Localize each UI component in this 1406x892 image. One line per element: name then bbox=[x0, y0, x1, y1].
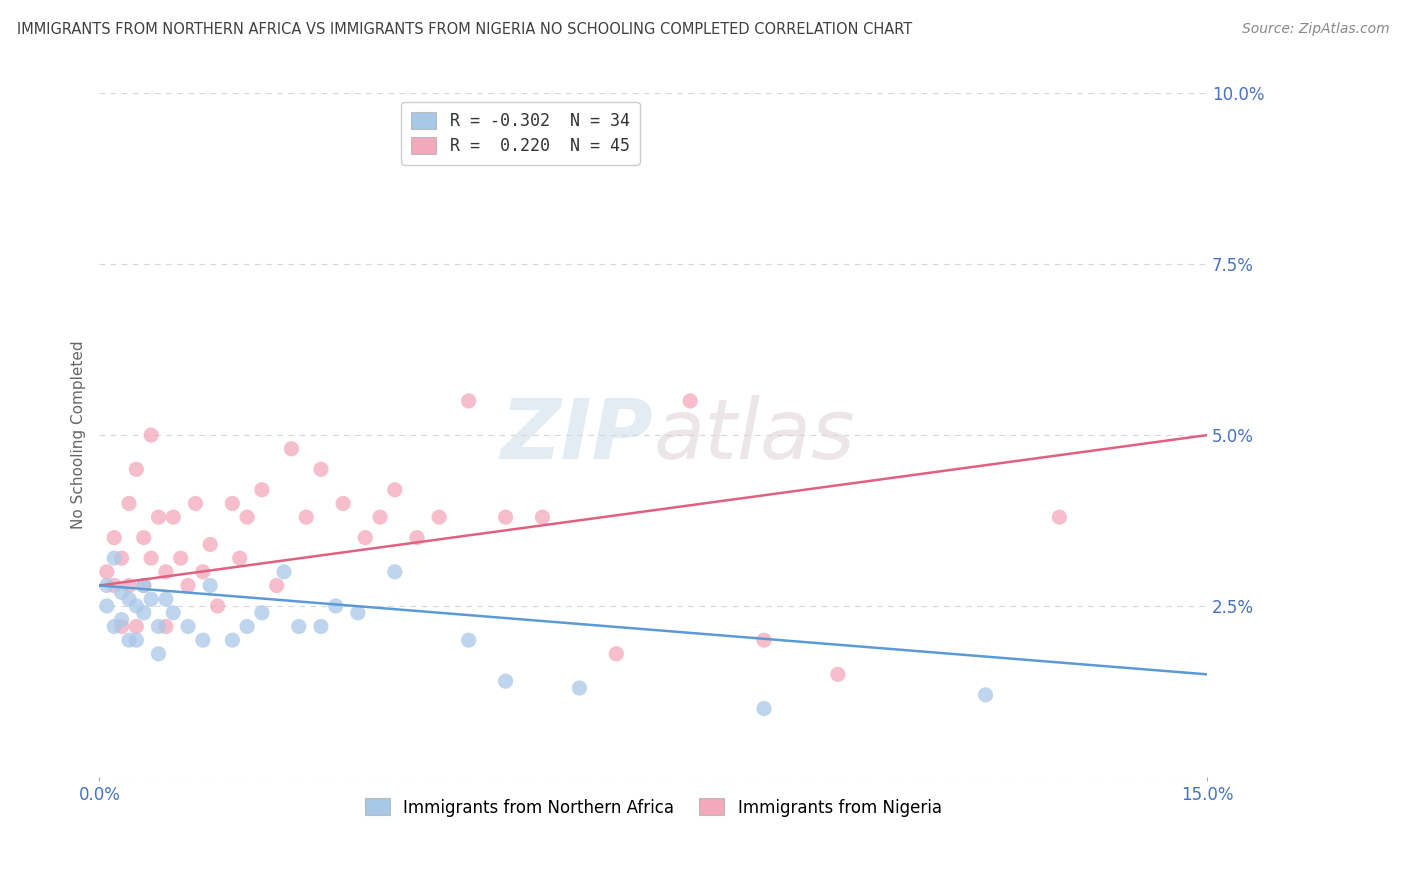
Point bbox=[110, 585, 132, 599]
Point bbox=[368, 510, 391, 524]
Point bbox=[266, 578, 288, 592]
Point bbox=[605, 647, 627, 661]
Point bbox=[139, 428, 162, 442]
Point bbox=[221, 496, 243, 510]
Point bbox=[132, 531, 155, 545]
Point bbox=[273, 565, 295, 579]
Point bbox=[221, 633, 243, 648]
Point bbox=[139, 592, 162, 607]
Point bbox=[332, 496, 354, 510]
Point bbox=[250, 483, 273, 497]
Point bbox=[752, 633, 775, 648]
Point bbox=[125, 599, 148, 613]
Point bbox=[177, 578, 200, 592]
Point bbox=[125, 633, 148, 648]
Point bbox=[139, 551, 162, 566]
Point bbox=[827, 667, 849, 681]
Point bbox=[325, 599, 347, 613]
Point bbox=[309, 462, 332, 476]
Point bbox=[148, 647, 170, 661]
Point bbox=[229, 551, 252, 566]
Point bbox=[132, 606, 155, 620]
Point bbox=[118, 578, 141, 592]
Point bbox=[155, 592, 177, 607]
Point bbox=[288, 619, 311, 633]
Point bbox=[191, 633, 214, 648]
Point bbox=[495, 510, 517, 524]
Point bbox=[207, 599, 229, 613]
Point bbox=[96, 565, 118, 579]
Point bbox=[191, 565, 214, 579]
Point bbox=[568, 681, 591, 695]
Point bbox=[96, 578, 118, 592]
Point bbox=[148, 619, 170, 633]
Point bbox=[110, 619, 132, 633]
Point bbox=[457, 633, 479, 648]
Point bbox=[457, 393, 479, 408]
Point bbox=[132, 578, 155, 592]
Text: atlas: atlas bbox=[654, 394, 855, 475]
Legend: Immigrants from Northern Africa, Immigrants from Nigeria: Immigrants from Northern Africa, Immigra… bbox=[359, 792, 948, 823]
Point bbox=[96, 599, 118, 613]
Point bbox=[103, 619, 125, 633]
Point bbox=[384, 565, 406, 579]
Point bbox=[118, 633, 141, 648]
Point bbox=[427, 510, 450, 524]
Text: Source: ZipAtlas.com: Source: ZipAtlas.com bbox=[1241, 22, 1389, 37]
Point bbox=[103, 551, 125, 566]
Point bbox=[531, 510, 554, 524]
Point bbox=[169, 551, 191, 566]
Point bbox=[148, 510, 170, 524]
Point bbox=[184, 496, 207, 510]
Point bbox=[354, 531, 377, 545]
Point bbox=[309, 619, 332, 633]
Point bbox=[162, 510, 184, 524]
Point bbox=[295, 510, 318, 524]
Point bbox=[406, 531, 429, 545]
Point bbox=[155, 565, 177, 579]
Point bbox=[974, 688, 997, 702]
Point bbox=[125, 462, 148, 476]
Point bbox=[495, 674, 517, 689]
Point bbox=[752, 701, 775, 715]
Point bbox=[132, 578, 155, 592]
Point bbox=[384, 483, 406, 497]
Point bbox=[200, 578, 222, 592]
Point bbox=[110, 551, 132, 566]
Point bbox=[347, 606, 370, 620]
Point bbox=[118, 592, 141, 607]
Y-axis label: No Schooling Completed: No Schooling Completed bbox=[72, 341, 86, 530]
Point bbox=[280, 442, 302, 456]
Point bbox=[155, 619, 177, 633]
Point bbox=[103, 531, 125, 545]
Point bbox=[125, 619, 148, 633]
Point bbox=[118, 496, 141, 510]
Point bbox=[236, 510, 259, 524]
Text: ZIP: ZIP bbox=[501, 394, 654, 475]
Point bbox=[110, 613, 132, 627]
Point bbox=[236, 619, 259, 633]
Point bbox=[679, 393, 702, 408]
Text: IMMIGRANTS FROM NORTHERN AFRICA VS IMMIGRANTS FROM NIGERIA NO SCHOOLING COMPLETE: IMMIGRANTS FROM NORTHERN AFRICA VS IMMIG… bbox=[17, 22, 912, 37]
Point bbox=[177, 619, 200, 633]
Point bbox=[162, 606, 184, 620]
Point bbox=[250, 606, 273, 620]
Point bbox=[103, 578, 125, 592]
Point bbox=[200, 537, 222, 551]
Point bbox=[1047, 510, 1070, 524]
